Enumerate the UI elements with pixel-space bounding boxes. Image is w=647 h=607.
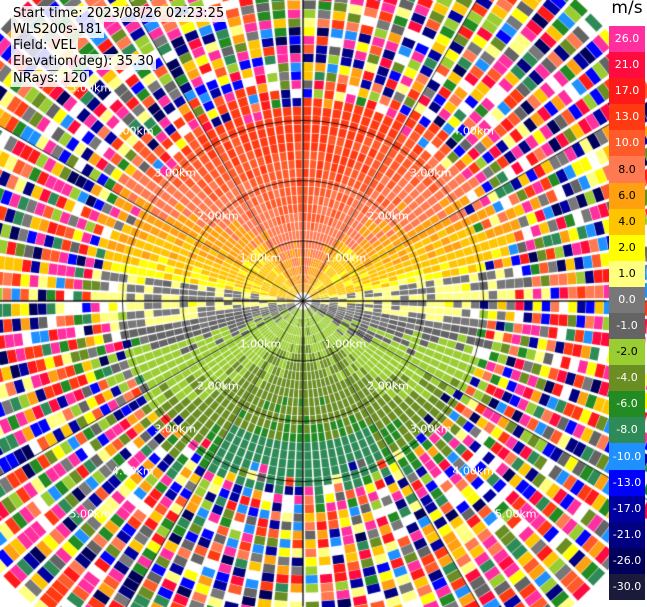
colorbar-tick-label: -17.0: [612, 501, 642, 515]
colorbar-tick-label: -1.0: [616, 319, 638, 333]
colorbar-tick-label: 1.0: [618, 266, 636, 280]
colorbar-tick-label: 10.0: [614, 136, 640, 150]
range-ring-label: 1.00km: [239, 337, 282, 351]
start-time-label: Start time: 2023/08/26 02:23:25: [11, 6, 227, 22]
colorbar-segment: [609, 521, 645, 549]
colorbar-tick-label: 17.0: [614, 84, 640, 98]
instrument-label: WLS200s-181: [11, 22, 105, 38]
range-ring-label: 1.00km: [324, 251, 367, 265]
colorbar-segment: [609, 443, 645, 471]
range-ring-label: 2.00km: [197, 209, 239, 223]
range-ring-label: 2.00km: [197, 379, 239, 393]
colorbar-segment: [609, 495, 645, 523]
colorbar-segment: [609, 547, 645, 575]
range-ring-label: 2.00km: [367, 209, 409, 223]
range-ring-label: 1.00km: [324, 337, 367, 351]
colorbar-segment: [609, 234, 645, 262]
colorbar-tick-label: -4.0: [616, 371, 638, 385]
range-ring-label: 4.00km: [112, 124, 154, 138]
colorbar-segment: [609, 208, 645, 236]
range-ring-label: 3.00km: [409, 422, 452, 436]
colorbar-segment: [609, 78, 645, 105]
range-ring-label: 4.00km: [112, 464, 154, 478]
range-ring-label: 5.00km: [69, 507, 112, 521]
colorbar-segment: [609, 52, 645, 79]
range-ring-label: 5.00km: [69, 81, 112, 95]
colorbar-segment: [609, 156, 645, 184]
colorbar-tick-label: 2.0: [618, 240, 636, 254]
colorbar-segment: [609, 417, 645, 444]
colorbar-tick-label: 6.0: [618, 188, 636, 202]
colorbar-segment: [609, 339, 645, 366]
colorbar-tick-label: -2.0: [616, 345, 638, 359]
colorbar-tick-label: -8.0: [616, 423, 638, 437]
colorbar-segment: [609, 469, 645, 497]
field-label: Field: VEL: [11, 38, 78, 54]
colorbar-tick-label: -30.0: [612, 579, 642, 593]
range-ring-label: 3.00km: [409, 166, 452, 180]
colorbar-segment: [609, 391, 645, 418]
colorbar-tick-label: -13.0: [612, 475, 642, 489]
colorbar-segment: [609, 286, 645, 314]
colorbar-tick-label: 13.0: [614, 110, 640, 124]
range-ring-label: 3.00km: [154, 422, 197, 436]
range-ring-label: 4.00km: [452, 124, 494, 138]
colorbar-tick-label: 26.0: [614, 32, 640, 46]
colorbar-segment: [609, 260, 645, 288]
range-ring-label: 3.00km: [154, 166, 197, 180]
colorbar-segment: [609, 26, 645, 53]
colorbar-segment: [609, 365, 645, 392]
colorbar-tick-label: -6.0: [616, 397, 638, 411]
colorbar-tick-label: -10.0: [612, 449, 642, 463]
colorbar-segment: [609, 182, 645, 210]
colorbar-tick-label: 4.0: [618, 214, 636, 228]
range-ring-label: 2.00km: [367, 379, 409, 393]
colorbar-tick-label: 0.0: [618, 292, 636, 306]
colorbar-unit-label: m/s: [611, 0, 643, 18]
colorbar-tick-label: -26.0: [612, 553, 642, 567]
colorbar-segment: [609, 573, 645, 601]
colorbar-tick-label: -21.0: [612, 527, 642, 541]
colorbar-tick-label: 21.0: [614, 58, 640, 72]
nrays-label: NRays: 120: [11, 71, 90, 87]
colorbar-tick-label: 8.0: [618, 162, 636, 176]
range-ring-label: 1.00km: [239, 251, 282, 265]
colorbar-segment: [609, 104, 645, 131]
elevation-label: Elevation(deg): 35.30: [11, 54, 156, 70]
range-ring-label: 5.00km: [494, 507, 537, 521]
colorbar-segment: [609, 130, 645, 157]
range-ring-label: 4.00km: [452, 464, 494, 478]
colorbar-segment: [609, 313, 645, 340]
